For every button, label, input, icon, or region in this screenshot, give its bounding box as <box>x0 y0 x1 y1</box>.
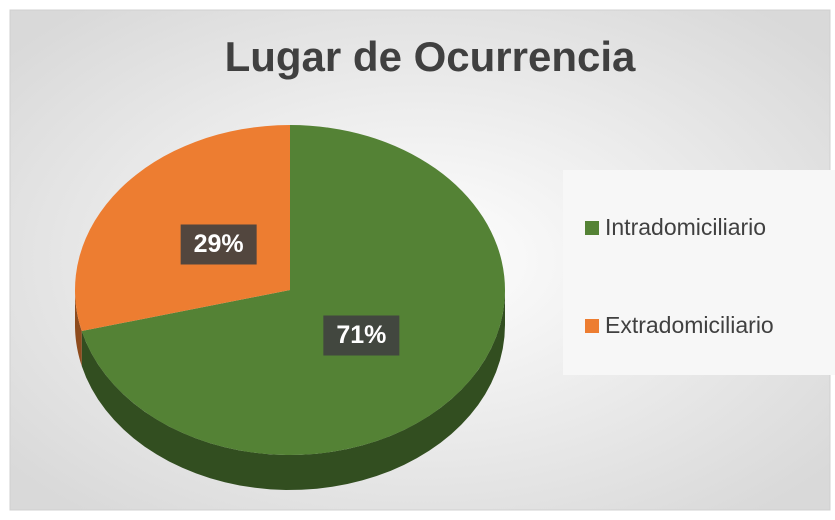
data-label-box <box>323 315 400 356</box>
data-label: 29% <box>194 230 244 258</box>
legend-swatch <box>585 319 599 333</box>
pie-slice <box>81 125 506 455</box>
pie-side <box>81 290 505 490</box>
legend-swatch <box>585 221 599 235</box>
legend-box <box>563 170 835 375</box>
pie-side <box>75 290 82 367</box>
legend-label: Extradomiciliario <box>605 312 774 338</box>
legend-label: Intradomiciliario <box>605 214 766 240</box>
chart-title: Lugar de Ocurrencia <box>225 33 636 80</box>
data-label-box <box>180 224 257 265</box>
data-label: 71% <box>336 321 386 349</box>
